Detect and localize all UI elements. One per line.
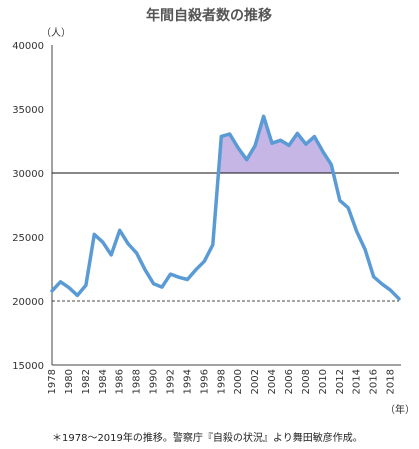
- y-axis-unit: （人）: [41, 27, 71, 39]
- x-tick-label: 2016: [369, 369, 380, 394]
- x-tick-label: 1990: [149, 369, 160, 394]
- series-line: [50, 114, 401, 301]
- axes-group: [51, 45, 401, 366]
- source-note: ＊1978～2019年の推移。警察庁『自殺の状況』より舞田敏彦作成。: [52, 433, 363, 444]
- x-tick-labels: 1978 1980 1982 1984 1986 1988 1990 1992 1994 1996…: [47, 369, 397, 394]
- x-tick-label: 1992: [165, 369, 176, 394]
- x-tick-label: 2018: [386, 369, 397, 394]
- reference-lines-group: [52, 172, 399, 302]
- y-tick-label: 25000: [12, 233, 44, 244]
- x-tick-label: 1982: [81, 369, 92, 394]
- x-axis-unit: （年）: [385, 403, 415, 416]
- y-tick-label: 35000: [12, 105, 44, 116]
- y-tick-label: 40000: [12, 41, 44, 52]
- x-tick-label: 2008: [301, 369, 312, 394]
- x-tick-label: 2004: [267, 369, 278, 394]
- x-tick-label: 1984: [98, 369, 109, 394]
- chart-title: 年間自殺者数の推移: [146, 7, 272, 24]
- y-tick-label: 15000: [12, 361, 44, 372]
- x-tick-label: 1994: [182, 369, 193, 394]
- shaded-area-group: [218, 116, 334, 173]
- y-tick-labels: 15000 20000 25000 30000 35000 40000: [12, 41, 44, 372]
- x-tick-label: 2006: [284, 369, 295, 394]
- series-line-group: [50, 114, 401, 301]
- y-tick-label: 30000: [12, 169, 44, 180]
- y-tick-label: 20000: [12, 297, 44, 308]
- x-tick-label: 2014: [352, 369, 363, 394]
- x-tick-label: 2010: [318, 369, 329, 394]
- x-tick-label: 1996: [199, 369, 210, 394]
- x-tick-label: 2000: [233, 369, 244, 394]
- x-tick-label: 1998: [216, 369, 227, 394]
- shaded-area-above-30000: [218, 116, 334, 173]
- x-tick-label: 2002: [250, 369, 261, 394]
- x-tick-label: 1986: [115, 369, 126, 394]
- x-tick-label: 1980: [64, 369, 75, 394]
- x-tick-label: 2012: [335, 369, 346, 394]
- x-tick-label: 1978: [47, 369, 58, 394]
- x-tick-label: 1988: [132, 369, 143, 394]
